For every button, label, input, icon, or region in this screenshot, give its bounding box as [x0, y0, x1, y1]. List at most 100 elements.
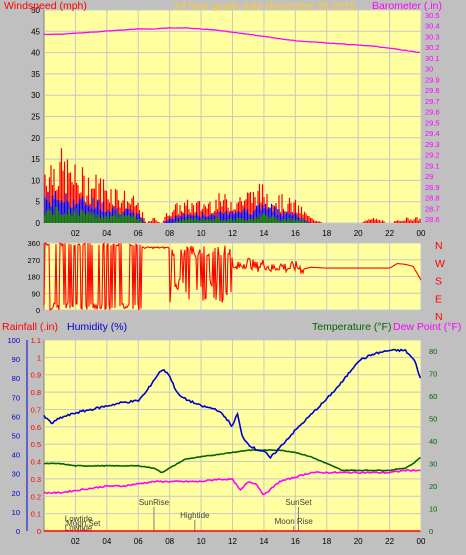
- temperature-tick: 20: [429, 482, 437, 491]
- climate-x-tick: 04: [102, 537, 111, 546]
- barometer-tick: 30.1: [425, 54, 440, 63]
- wind-left-tick: 10: [31, 176, 40, 185]
- compass-label: N: [435, 240, 443, 252]
- barometer-tick: 29.6: [425, 108, 440, 117]
- barometer-tick: 29.4: [425, 129, 440, 138]
- wind-x-tick: 12: [228, 229, 237, 238]
- barometer-label: Barometer (.in): [372, 0, 442, 12]
- rain-tick: 1.1: [31, 336, 41, 345]
- temperature-tick: 10: [429, 505, 437, 514]
- event-label: Moon Set: [66, 519, 101, 528]
- wind-x-tick: 20: [354, 229, 363, 238]
- rain-tick: 0.7: [31, 405, 41, 414]
- barometer-tick: 29.5: [425, 118, 440, 127]
- rain-tick: 1: [37, 353, 41, 362]
- temperature-tick: 30: [429, 460, 437, 469]
- rain-tick: 0.3: [31, 475, 41, 484]
- climate-x-tick: 00: [417, 537, 426, 546]
- wind-direction-line: [43, 242, 422, 311]
- wind-x-tick: 18: [322, 229, 331, 238]
- wind-x-tick: 00: [417, 229, 426, 238]
- event-label: Lowtide: [65, 523, 93, 532]
- wind-left-tick: 25: [31, 113, 40, 122]
- wind-left-tick: 35: [31, 70, 40, 79]
- rain-tick: 0.8: [31, 388, 41, 397]
- rain-tick: 0: [37, 527, 41, 536]
- barometer-tick: 30.4: [425, 22, 440, 31]
- rain-tick: 0.9: [31, 371, 41, 380]
- barometer-tick: 29.3: [425, 140, 440, 149]
- climate-x-tick: 10: [197, 537, 206, 546]
- barometer-tick: 28.7: [425, 204, 440, 213]
- barometer-tick: 30.5: [425, 11, 440, 20]
- humidity-tick: 30: [12, 470, 20, 479]
- barometer-tick: 29.9: [425, 75, 440, 84]
- humidity-tick: 80: [12, 374, 20, 383]
- barometer-tick: 30.2: [425, 43, 440, 52]
- compass-label: S: [435, 276, 442, 288]
- barometer-tick: 29: [425, 172, 433, 181]
- wind-x-tick: 08: [165, 229, 174, 238]
- rainfall-label: Rainfall (.in): [2, 321, 58, 333]
- climate-x-tick: 12: [228, 537, 237, 546]
- compass-label: E: [435, 293, 442, 305]
- wind-left-tick: 40: [31, 49, 40, 58]
- event-label: SunSet: [285, 498, 312, 507]
- wind-x-tick: 10: [197, 229, 206, 238]
- barometer-tick: 29.8: [425, 86, 440, 95]
- wind-x-tick: 06: [134, 229, 143, 238]
- humidity-tick: 10: [12, 508, 20, 517]
- humidity-tick: 20: [12, 489, 20, 498]
- direction-left-tick: 270: [27, 256, 40, 265]
- climate-x-tick: 18: [322, 537, 331, 546]
- wind-left-tick: 5: [36, 198, 41, 207]
- humidity-tick: 100: [7, 336, 20, 345]
- direction-left-tick: 360: [27, 239, 40, 248]
- temperature-tick: 40: [429, 437, 437, 446]
- temperature-tick: 80: [429, 347, 437, 356]
- climate-x-tick: 14: [259, 537, 268, 546]
- temperature-line: [43, 448, 421, 474]
- temperature-tick: 0: [429, 527, 433, 536]
- barometer-tick: 28.9: [425, 183, 440, 192]
- event-label: Hightide: [180, 511, 210, 520]
- wind-left-tick: 45: [31, 27, 40, 36]
- compass-label: W: [435, 258, 445, 270]
- direction-left-tick: 90: [32, 289, 40, 298]
- climate-x-tick: 06: [134, 537, 143, 546]
- barometer-tick: 29.2: [425, 151, 440, 160]
- windspeed-label: Windspeed (mph): [4, 0, 87, 12]
- climate-x-tick: 20: [354, 537, 363, 546]
- dewpoint-line: [43, 468, 421, 496]
- graph-title: 24 hour graph date November 09 2019: [174, 0, 355, 12]
- barometer-tick: 29.7: [425, 97, 440, 106]
- wind-left-tick: 0: [36, 219, 41, 228]
- event-label: Lowtide: [65, 514, 93, 523]
- wind-x-tick: 04: [102, 229, 111, 238]
- wind-x-tick: 16: [291, 229, 300, 238]
- temperature-tick: 50: [429, 415, 437, 424]
- wind-left-tick: 30: [31, 91, 40, 100]
- barometer-tick: 30: [425, 65, 433, 74]
- barometer-tick: 29.1: [425, 161, 440, 170]
- climate-x-tick: 16: [291, 537, 300, 546]
- wind-left-tick: 15: [31, 155, 40, 164]
- temperature-tick: 70: [429, 370, 437, 379]
- wind-left-tick: 20: [31, 134, 40, 143]
- humidity-line: [43, 348, 422, 460]
- rain-tick: 0.6: [31, 423, 41, 432]
- climate-x-tick: 22: [385, 537, 394, 546]
- rain-tick: 0.2: [31, 492, 41, 501]
- humidity-tick: 0: [16, 527, 20, 536]
- temperature-tick: 60: [429, 392, 437, 401]
- wind-left-tick: 50: [31, 6, 40, 15]
- barometer-tick: 28.8: [425, 194, 440, 203]
- barometer-line: [43, 27, 420, 54]
- wind-x-tick: 02: [71, 229, 80, 238]
- compass-label: N: [435, 311, 443, 323]
- rain-tick: 0.5: [31, 440, 41, 449]
- humidity-tick: 70: [12, 393, 20, 402]
- temperature-label: Temperature (°F): [312, 321, 391, 333]
- dewpoint-label: Dew Point (°F): [393, 321, 461, 333]
